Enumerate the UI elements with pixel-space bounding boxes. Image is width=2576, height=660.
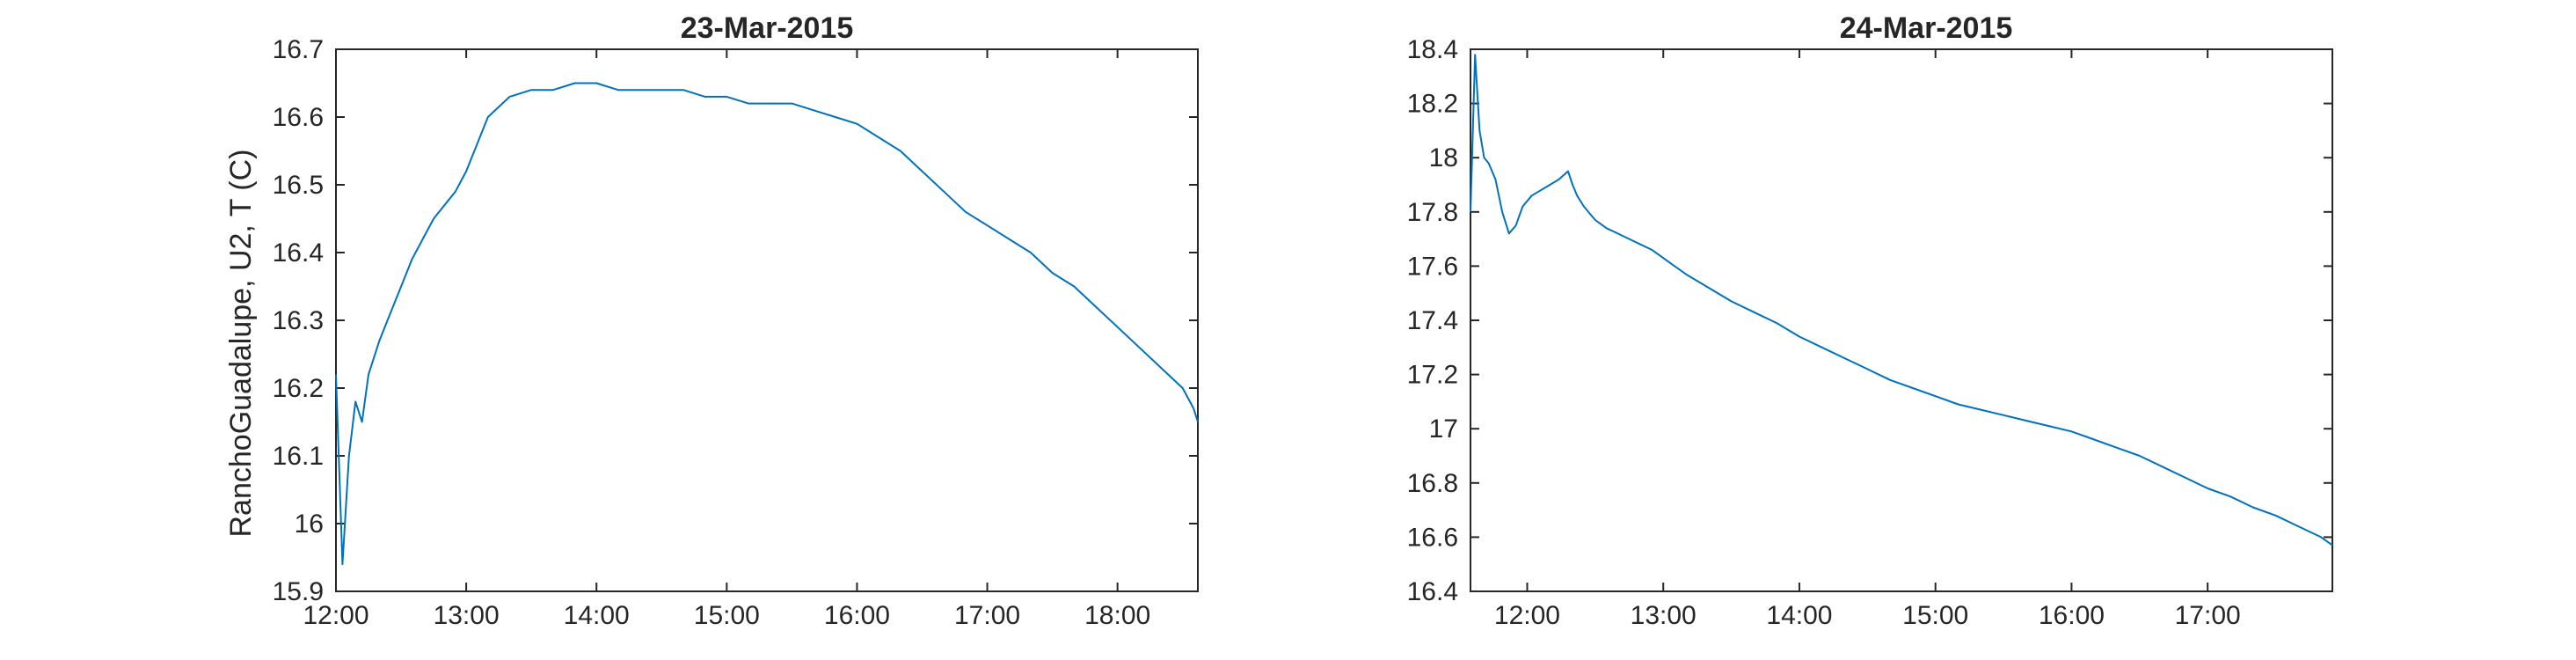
chart-1-ytick-label: 15.9	[273, 577, 324, 606]
chart-2-xtick-label: 16:00	[2039, 601, 2105, 630]
chart-2-plot	[1470, 54, 2333, 546]
chart-1-frame	[335, 48, 1199, 592]
chart-2-ytick-label: 17.8	[1407, 198, 1458, 227]
chart-1-ticks: 12:00 13:00 14:00 15:00 16:00 17:00 18:00 15.9 1…	[273, 35, 1198, 630]
chart-1-ytick-label: 16.4	[273, 238, 324, 268]
chart-1-xtick-label: 15:00	[694, 601, 760, 630]
chart-2-ytick-label: 16.8	[1407, 469, 1458, 498]
chart-1-ytick-label: 16.3	[273, 306, 324, 335]
chart-1-ytick-label: 16.7	[273, 35, 324, 64]
chart-1-xtick-label: 13:00	[434, 601, 500, 630]
chart-2-ytick-label: 17	[1429, 414, 1458, 444]
chart-1-ytick-label: 16.1	[273, 442, 324, 471]
chart-2: 24-Mar-2015 12:00 13:00 14:00 15:00 16:00 17:…	[1407, 11, 2333, 630]
chart-2-ytick-label: 16.6	[1407, 523, 1458, 552]
chart-2-xtick-label: 15:00	[1902, 601, 1968, 630]
chart-1-xtick-label: 17:00	[954, 601, 1020, 630]
chart-2-xtick-label: 12:00	[1494, 601, 1560, 630]
chart-1-ylabel: RanchoGuadalupe, U2, T (C)	[224, 150, 258, 538]
chart-1-ytick-label: 16.5	[273, 171, 324, 200]
chart-2-ytick-label: 18.4	[1407, 35, 1458, 64]
chart-1-xtick-label: 16:00	[824, 601, 890, 630]
chart-2-ytick-label: 17.2	[1407, 361, 1458, 390]
chart-2-xtick-label: 14:00	[1766, 601, 1832, 630]
chart-1-ytick-label: 16	[295, 510, 324, 539]
chart-1-ytick-label: 16.2	[273, 374, 324, 403]
chart-1-xtick-label: 18:00	[1084, 601, 1150, 630]
chart-1-series-line	[335, 82, 1199, 566]
chart-2-title: 24-Mar-2015	[1840, 11, 2013, 45]
chart-2-ytick-label: 17.4	[1407, 306, 1458, 335]
chart-1-ytick-label: 16.6	[273, 103, 324, 132]
chart-2-xtick-label: 13:00	[1631, 601, 1697, 630]
chart-2-frame	[1470, 48, 2333, 592]
chart-2-ticks: 12:00 13:00 14:00 15:00 16:00 17:00 16.4 16.6 16…	[1407, 35, 2332, 630]
chart-2-ytick-label: 16.4	[1407, 577, 1458, 606]
chart-2-ytick-label: 17.6	[1407, 252, 1458, 281]
chart-2-series-line	[1470, 54, 2333, 546]
chart-1-plot	[335, 82, 1199, 566]
chart-2-ytick-label: 18.2	[1407, 90, 1458, 119]
chart-1-title: 23-Mar-2015	[681, 11, 854, 45]
chart-1-xtick-label: 12:00	[303, 601, 369, 630]
chart-1: 23-Mar-2015 RanchoGuadalupe, U2, T (C) 1…	[224, 11, 1199, 630]
chart-1-xtick-label: 14:00	[564, 601, 630, 630]
chart-2-ytick-label: 18	[1429, 143, 1458, 172]
chart-2-xtick-label: 17:00	[2175, 601, 2241, 630]
